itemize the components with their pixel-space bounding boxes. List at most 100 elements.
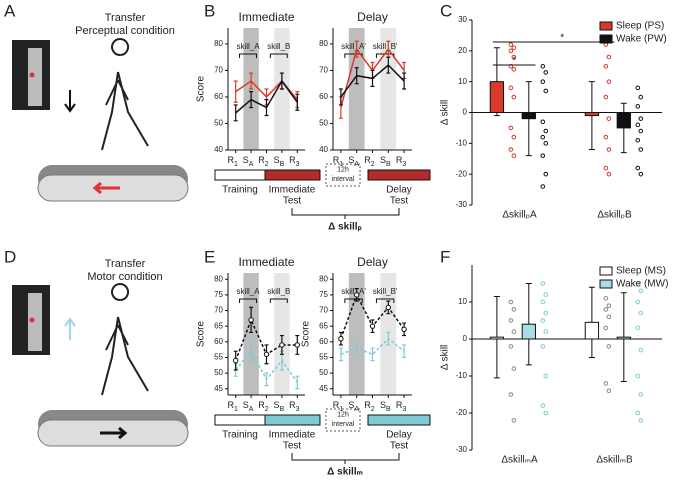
y-tick-label: 70 xyxy=(319,306,328,315)
x-tick-label: SA xyxy=(348,155,359,167)
y-tick-label: 70 xyxy=(214,66,223,75)
marker xyxy=(369,323,376,329)
bar xyxy=(616,336,631,340)
screen-stripe xyxy=(28,293,42,351)
error-bar xyxy=(402,72,407,90)
data-point xyxy=(638,147,644,152)
marker xyxy=(354,292,360,298)
x-tick-label: SB xyxy=(380,155,391,167)
y-tick-label: 50 xyxy=(319,368,328,377)
y-tick-label: 75 xyxy=(214,290,223,299)
y-tick-label: 70 xyxy=(319,66,328,75)
panel-label: C xyxy=(440,1,452,20)
error-bar xyxy=(233,80,238,103)
error-bar xyxy=(233,104,238,122)
cursor xyxy=(29,72,35,78)
x-tick-label: R3 xyxy=(396,400,407,412)
data-point xyxy=(508,392,514,397)
y-tick-label: 50 xyxy=(214,119,223,128)
y-tick-label: 40 xyxy=(214,145,223,154)
y-tick-label: 0 xyxy=(463,108,468,117)
data-point xyxy=(543,70,549,75)
x-tick-label: R3 xyxy=(289,400,300,412)
timeline-label: Test xyxy=(390,196,409,207)
panel-label: D xyxy=(4,247,16,266)
bar xyxy=(584,321,600,340)
y-tick-label: 30 xyxy=(458,15,467,24)
marker xyxy=(294,342,300,348)
illustration-subtitle: Perceptual condition xyxy=(75,25,175,37)
legend-label: Wake (MW) xyxy=(616,279,668,290)
data-point xyxy=(603,296,609,301)
annotation-bracket xyxy=(375,298,395,303)
significance-label: * xyxy=(560,33,564,44)
data-point xyxy=(543,310,549,316)
y-tick-label: 60 xyxy=(319,92,328,101)
x-tick-label: R2 xyxy=(364,155,375,167)
error-bar xyxy=(249,91,254,109)
timeline-label: Training xyxy=(222,185,258,196)
marker xyxy=(279,342,285,348)
illustration: Transfer Perceptual condition xyxy=(12,12,189,202)
x-tick-label: R2 xyxy=(364,400,375,412)
timeline-measure: Δ skillₘ xyxy=(327,467,363,478)
x-tick-label: ΔskillₚA xyxy=(502,210,537,221)
marker xyxy=(385,304,391,311)
bar xyxy=(584,112,600,117)
timeline-label: Test xyxy=(390,441,409,452)
data-point xyxy=(606,79,612,84)
x-tick-label: SA xyxy=(243,155,254,167)
data-point xyxy=(603,165,609,171)
data-point xyxy=(638,392,644,397)
data-point xyxy=(508,48,514,54)
error-bar xyxy=(338,88,343,106)
data-point xyxy=(635,137,641,143)
data-point xyxy=(540,134,546,140)
legend-swatch xyxy=(599,21,613,31)
chart-title: Delay xyxy=(357,255,388,269)
shade xyxy=(348,28,365,150)
timeline-label: Immediate xyxy=(269,185,316,196)
x-tick-label: R1 xyxy=(227,400,238,412)
x-tick-label: R1 xyxy=(333,400,344,412)
error-bar xyxy=(370,69,375,87)
timeline-label: Training xyxy=(222,430,258,441)
data-point xyxy=(638,116,644,121)
timeline-label: Immediate xyxy=(269,430,316,441)
data-point xyxy=(511,418,517,423)
x-tick-label: R1 xyxy=(333,155,344,167)
y-tick-label: 10 xyxy=(458,77,467,86)
error-bar xyxy=(338,347,343,362)
timeline-box xyxy=(367,414,431,426)
data-point xyxy=(511,134,517,140)
legend-label: Sleep (PS) xyxy=(616,21,664,32)
timeline-box xyxy=(325,163,361,187)
data-point xyxy=(511,94,517,100)
marker xyxy=(338,335,344,342)
annotation-bracket xyxy=(239,298,257,303)
data-point xyxy=(508,147,514,152)
y-tick-label: 0 xyxy=(463,334,468,343)
y-tick-label: 60 xyxy=(319,337,328,346)
bar xyxy=(489,336,505,340)
timeline-box xyxy=(325,408,361,432)
data-point xyxy=(511,67,517,72)
y-tick-label: 80 xyxy=(319,39,328,48)
error-bar xyxy=(386,56,391,74)
y-tick-label: 20 xyxy=(458,46,467,55)
arrow xyxy=(64,90,76,113)
data-point xyxy=(606,388,612,394)
data-point xyxy=(508,63,514,69)
screen-stripe xyxy=(28,48,42,106)
y-tick-label: 80 xyxy=(214,39,223,48)
error-bar xyxy=(295,93,300,111)
timeline-label: Test xyxy=(283,196,302,207)
data-point xyxy=(543,141,549,146)
data-point xyxy=(638,128,644,134)
illustration-subtitle: Motor condition xyxy=(87,271,162,283)
bar xyxy=(616,112,631,129)
belt-arrow xyxy=(100,426,128,440)
data-point xyxy=(635,410,641,416)
data-point xyxy=(543,292,549,297)
annotation: skill_A' xyxy=(341,287,366,296)
